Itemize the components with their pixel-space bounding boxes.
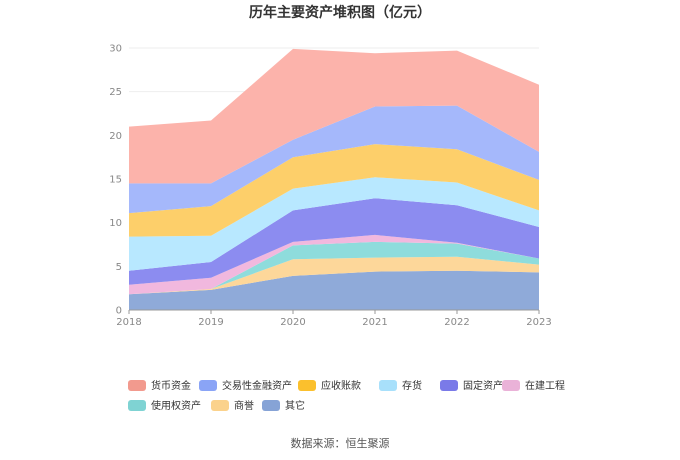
- legend-swatch: [379, 380, 397, 391]
- legend-item[interactable]: 使用权资产: [128, 399, 201, 412]
- legend-item[interactable]: 其它: [262, 399, 305, 412]
- area-series-4: [129, 198, 539, 285]
- x-tick-label: 2018: [116, 317, 141, 328]
- legend-item[interactable]: 商誉: [211, 399, 254, 412]
- y-tick-label: 0: [116, 306, 122, 317]
- legend-swatch: [262, 400, 280, 411]
- area-series-5: [129, 177, 539, 271]
- area-series-7: [129, 105, 539, 214]
- legend-swatch: [199, 380, 217, 391]
- legend-swatch: [128, 400, 146, 411]
- legend-swatch: [298, 380, 316, 391]
- area-series-8: [129, 48, 539, 184]
- legend-label: 固定资产: [463, 379, 503, 392]
- legend-label: 其它: [285, 399, 305, 412]
- x-tick-label: 2022: [444, 317, 469, 328]
- legend-item[interactable]: 固定资产: [440, 379, 503, 392]
- legend-item[interactable]: 应收账款: [298, 379, 361, 392]
- x-tick-label: 2020: [280, 317, 305, 328]
- legend-label: 货币资金: [151, 379, 191, 392]
- area-series-1: [129, 256, 539, 295]
- legend-label: 在建工程: [525, 379, 565, 392]
- legend-swatch: [128, 380, 146, 391]
- legend-item[interactable]: 交易性金融资产: [199, 379, 292, 392]
- y-tick-label: 25: [109, 87, 122, 98]
- chart-title: 历年主要资产堆积图（亿元）: [249, 4, 431, 21]
- legend-item[interactable]: 存货: [379, 379, 422, 392]
- legend-label: 使用权资产: [151, 399, 201, 412]
- y-tick-label: 30: [109, 44, 122, 55]
- area-series: [129, 48, 539, 310]
- legend-swatch: [502, 380, 520, 391]
- area-series-2: [129, 241, 539, 295]
- x-tick-label: 2023: [526, 317, 551, 328]
- y-tick-label: 5: [116, 262, 122, 273]
- area-series-6: [129, 144, 539, 237]
- x-tick-label: 2019: [198, 317, 223, 328]
- area-series-3: [129, 234, 539, 295]
- legend-item[interactable]: 货币资金: [128, 379, 191, 392]
- legend-label: 交易性金融资产: [222, 379, 292, 392]
- legend-label: 存货: [402, 379, 422, 392]
- y-tick-label: 10: [109, 218, 122, 229]
- axes: 0 5 10 15 20 25 30 2018 2019 2020 2021 2022 2023: [109, 44, 551, 329]
- legend-label: 商誉: [234, 399, 254, 412]
- y-tick-label: 20: [109, 131, 122, 142]
- data-source: 数据来源：恒生聚源: [291, 436, 390, 450]
- legend-swatch: [440, 380, 458, 391]
- legend-item[interactable]: 在建工程: [502, 379, 565, 392]
- x-tick-label: 2021: [362, 317, 387, 328]
- legend-swatch: [211, 400, 229, 411]
- area-series-0: [129, 270, 539, 310]
- legend-label: 应收账款: [321, 379, 361, 392]
- y-tick-label: 15: [109, 175, 122, 186]
